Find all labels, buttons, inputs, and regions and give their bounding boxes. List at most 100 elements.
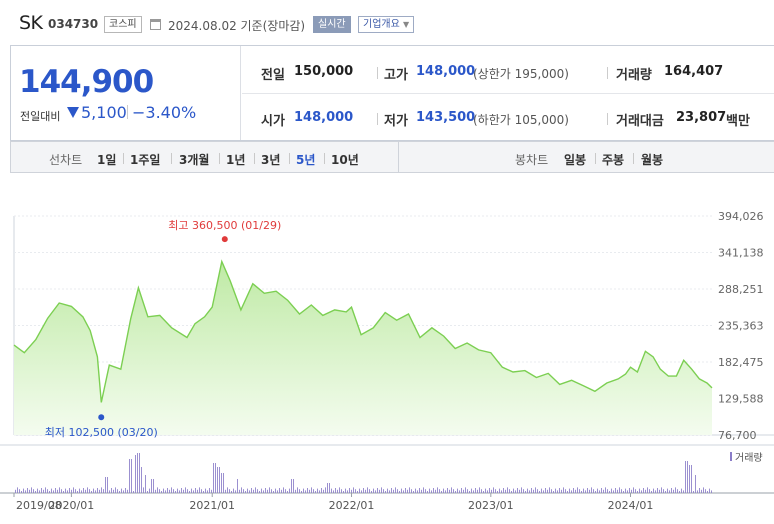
volume-bar	[45, 487, 46, 493]
volume-bar	[169, 489, 170, 493]
volume-bar	[35, 491, 36, 493]
prev-close-label: 전일	[261, 68, 285, 83]
volume-bar	[615, 488, 616, 493]
volume-bar	[497, 491, 498, 493]
volume-bar	[539, 491, 540, 493]
volume-bar	[475, 488, 476, 493]
volume-bar	[263, 490, 264, 493]
divider	[127, 105, 128, 119]
volume-bar	[709, 488, 710, 493]
volume-bar	[699, 488, 700, 493]
volume-bar	[703, 487, 704, 493]
volume-bar	[471, 488, 472, 493]
volume-bar	[203, 491, 204, 493]
volume-bar	[393, 489, 394, 493]
volume-bar	[585, 490, 586, 493]
volume-bar	[623, 491, 624, 493]
volume-bar	[463, 489, 464, 493]
volume-bar	[283, 487, 284, 493]
volume-bar	[101, 487, 102, 493]
period-5y[interactable]: 5년	[296, 153, 316, 167]
volume-bar	[411, 489, 412, 493]
y-tick-label: 182,475	[718, 356, 764, 369]
volume-bar	[373, 488, 374, 493]
volume-bar	[265, 488, 266, 493]
divider	[377, 113, 378, 125]
change-label: 전일대비	[20, 110, 61, 123]
volume-bar	[417, 490, 418, 493]
volume-bar	[133, 491, 134, 493]
volume-bar	[371, 491, 372, 493]
volume-bar	[247, 488, 248, 493]
volume-bar	[665, 491, 666, 493]
volume-bar	[405, 488, 406, 493]
volume-bar	[211, 489, 212, 493]
candle-monthly[interactable]: 월봉	[641, 153, 664, 167]
volume-bar	[375, 490, 376, 493]
volume-bar	[551, 489, 552, 493]
period-3m[interactable]: 3개월	[179, 153, 210, 167]
candle-weekly[interactable]: 주봉	[602, 153, 625, 167]
volume-bar	[435, 489, 436, 493]
period-1w[interactable]: 1주일	[130, 153, 161, 167]
row-divider	[242, 93, 774, 94]
volume-bar	[605, 487, 606, 493]
volume-bar	[693, 491, 694, 493]
volume-bar	[251, 488, 252, 493]
volume-bar	[233, 488, 234, 493]
candle-daily[interactable]: 일봉	[564, 153, 587, 167]
volume-bar	[707, 491, 708, 493]
volume-bar	[637, 491, 638, 493]
company-overview-button[interactable]: 기업개요 ▼	[358, 16, 415, 33]
volume-bar	[663, 489, 664, 493]
volume-bar	[629, 488, 630, 493]
volume-bar	[377, 488, 378, 493]
volume-bar	[553, 491, 554, 493]
lower-limit: (하한가 105,000)	[473, 113, 569, 127]
volume-bar	[641, 490, 642, 493]
divider	[633, 153, 634, 164]
volume-bar	[633, 487, 634, 493]
volume-bar	[97, 488, 98, 493]
period-10y[interactable]: 10년	[331, 153, 359, 167]
volume-bar	[355, 489, 356, 493]
volume-bar	[587, 488, 588, 493]
volume-bar	[379, 489, 380, 493]
volume-bar	[659, 489, 660, 493]
volume-bar	[437, 487, 438, 493]
volume-bar	[711, 490, 712, 493]
volume-bar	[241, 487, 242, 493]
y-tick-label: 394,026	[718, 210, 764, 223]
volume-bar	[305, 490, 306, 493]
volume-bar	[597, 488, 598, 493]
volume-bar	[109, 490, 110, 493]
realtime-button[interactable]: 실시간	[313, 16, 351, 33]
period-1y[interactable]: 1년	[226, 153, 246, 167]
period-1d[interactable]: 1일	[97, 153, 117, 167]
low-marker	[98, 414, 105, 421]
volume-bar	[333, 490, 334, 493]
volume-bar	[537, 489, 538, 493]
volume-bar	[105, 477, 106, 493]
prev-close-value: 150,000	[294, 64, 354, 79]
x-tick-label: 2024/01	[608, 499, 654, 512]
volume-bar	[359, 488, 360, 493]
volume-bar	[607, 489, 608, 493]
volume-bar	[507, 487, 508, 493]
volume-bar	[635, 489, 636, 493]
volume-bar	[273, 491, 274, 493]
period-3y[interactable]: 3년	[261, 153, 281, 167]
y-tick-label: 341,138	[718, 247, 764, 260]
volume-bar	[61, 489, 62, 493]
volume-bar	[81, 490, 82, 493]
volume-bar	[369, 489, 370, 493]
y-tick-label: 235,363	[718, 320, 764, 333]
volume-bar	[651, 491, 652, 493]
volume-bar	[501, 490, 502, 493]
change-rate: −3.40%	[132, 103, 197, 122]
volume-bar	[383, 489, 384, 493]
volume-bar	[627, 490, 628, 493]
volume-bar	[205, 488, 206, 493]
volume-bar	[349, 488, 350, 493]
volume-bar	[39, 490, 40, 493]
